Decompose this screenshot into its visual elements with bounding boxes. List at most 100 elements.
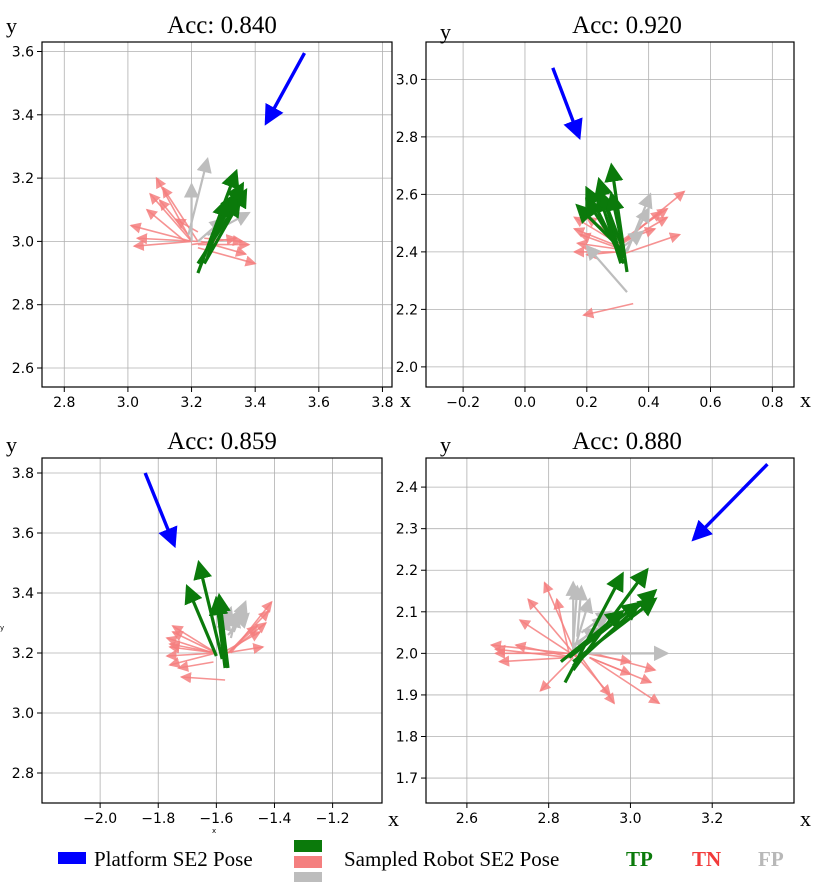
tp-arrow	[604, 162, 629, 273]
legend: Platform SE2 Pose Sampled Robot SE2 Pose…	[58, 840, 784, 882]
x-tick-label: −1.4	[257, 811, 291, 827]
subplot-2-plot: −2.0 −1.8 −1.6 −1.4 −1.2 2.8 3.0 3.2 3.4 3.6 3.8	[12, 457, 383, 827]
x-tick-label: 2.8	[538, 811, 560, 827]
tn-arrow	[572, 227, 619, 247]
tp-arrow	[559, 609, 625, 663]
tp-arrow	[572, 597, 658, 663]
tn-arrow	[589, 656, 661, 705]
x-tick-label: 0.2	[576, 395, 598, 411]
x-tick-label: 3.6	[308, 395, 330, 411]
subplot-3-ylabel: y	[440, 432, 451, 457]
tn-arrow	[518, 619, 578, 659]
tn-arrow	[589, 656, 632, 676]
y-tick-label: 3.6	[12, 526, 34, 542]
tn-arrow	[145, 208, 186, 243]
x-tick-label: 3.4	[244, 395, 266, 411]
platform-arrow	[143, 472, 178, 549]
y-tick-label: 1.7	[396, 771, 418, 787]
y-tick-label: 2.0	[396, 646, 418, 662]
subplot-0-title: Acc: 0.840	[167, 12, 277, 39]
subplot-2-xlabel: x	[388, 806, 399, 831]
subplot-1-title: Acc: 0.920	[572, 12, 682, 39]
subplot-3-plot: 2.6 2.8 3.0 3.2 1.7 1.8 1.9 2.0 2.1 2.2 2.3 2.4	[396, 457, 795, 827]
tn-arrow	[582, 302, 634, 319]
y-tick-label: 1.8	[396, 729, 418, 745]
y-tick-label: 3.8	[12, 466, 34, 482]
y-tick-label: 2.6	[12, 361, 34, 377]
tp-arrow	[585, 197, 626, 259]
subplot-3-xlabel: x	[800, 806, 811, 831]
y-tick-label: 2.6	[396, 187, 418, 203]
legend-tp-swatch	[294, 840, 322, 852]
tn-arrow	[224, 642, 265, 655]
legend-platform-swatch	[58, 852, 86, 864]
subplot-0-ylabel: y	[6, 13, 17, 38]
tn-arrow	[174, 218, 199, 233]
tp-arrow	[605, 191, 626, 253]
tn-arrow	[158, 199, 189, 236]
x-tick-label: 0.4	[638, 395, 660, 411]
platform-arrow	[264, 52, 306, 126]
tn-arrow	[149, 192, 193, 242]
subplot-3: Acc: 0.880 y x 2.6 2.8 3.0 3.21.71.81.92.02…	[396, 428, 811, 831]
tn-arrow	[620, 232, 682, 256]
tp-arrow	[568, 601, 642, 659]
tn-arrow	[489, 640, 570, 655]
legend-sampled-label: Sampled Robot SE2 Pose	[344, 847, 559, 871]
fp-arrow	[227, 612, 250, 636]
subplot-0: Acc: 0.840 y x 2.8 3.0 3.2 3.4 3.6 3.8 2.6 2.8 3…	[6, 12, 411, 412]
legend-platform-label: Platform SE2 Pose	[94, 847, 253, 871]
subplot-2-title: Acc: 0.859	[167, 428, 277, 455]
x-tick-label: 3.2	[701, 811, 723, 827]
subplot-3-title: Acc: 0.880	[572, 428, 682, 455]
subplot-1-xlabel: x	[800, 387, 811, 412]
y-tick-label: 2.8	[12, 298, 34, 314]
x-tick-label: 0.6	[699, 395, 721, 411]
tn-arrow	[514, 641, 574, 659]
y-tick-label: 3.0	[396, 72, 418, 88]
y-tick-label: 2.2	[396, 563, 418, 579]
subplot-1-plot: −0.2 0.0 0.2 0.4 0.6 0.8 2.0 2.2 2.4 2.6 2.8 3.0	[396, 41, 795, 411]
tn-arrow	[168, 640, 217, 654]
tn-arrow	[171, 631, 217, 654]
subplot-1-ylabel: y	[440, 19, 451, 44]
fp-arrow	[585, 244, 628, 293]
y-tick-label: 2.4	[396, 480, 418, 496]
y-tick-label: 2.0	[396, 360, 418, 376]
x-tick-label: 3.0	[117, 395, 139, 411]
y-tick-label: 3.4	[12, 108, 34, 124]
plot-frame	[41, 41, 393, 388]
y-tick-label: 2.2	[396, 302, 418, 318]
x-tick-label: 0.0	[514, 395, 536, 411]
x-tick-label: −1.2	[316, 811, 350, 827]
y-tick-label: 2.8	[12, 766, 34, 782]
subplot-2-tiny-xlabel: x	[212, 827, 216, 835]
legend-tn-swatch	[294, 856, 322, 868]
subplot-0-plot: 2.8 3.0 3.2 3.4 3.6 3.8 2.6 2.8 3.0 3.2 3.4 3.6	[12, 41, 394, 411]
subplot-2: Acc: 0.859 y x y x −2.0 −1.8 −1.6 −1.4 −1.2 2…	[0, 428, 399, 835]
tn-arrow	[527, 598, 578, 659]
tp-arrow	[206, 181, 245, 249]
legend-tn-label: TN	[692, 847, 721, 871]
tn-arrow	[493, 644, 570, 659]
y-tick-label: 2.1	[396, 605, 418, 621]
subplot-1: Acc: 0.920 y x −0.2 0.0 0.2 0.4 0.6 0.8 2.0 2.2…	[396, 12, 811, 412]
x-tick-label: −1.8	[141, 811, 175, 827]
plot-frame	[425, 41, 795, 388]
y-tick-label: 3.4	[12, 586, 34, 602]
tn-arrow	[585, 652, 633, 666]
plot-frame	[41, 457, 383, 804]
y-tick-label: 3.2	[12, 646, 34, 662]
x-tick-label: −0.2	[446, 395, 480, 411]
y-tick-label: 3.0	[12, 234, 34, 250]
tn-arrow	[132, 239, 192, 251]
tp-arrow	[211, 592, 231, 669]
x-tick-label: 2.6	[456, 811, 478, 827]
y-tick-label: 2.4	[396, 245, 418, 261]
x-tick-label: 3.8	[371, 395, 393, 411]
tn-arrow	[135, 233, 198, 245]
x-tick-label: 3.0	[619, 811, 641, 827]
y-tick-label: 3.6	[12, 44, 34, 60]
x-tick-label: −2.0	[83, 811, 117, 827]
